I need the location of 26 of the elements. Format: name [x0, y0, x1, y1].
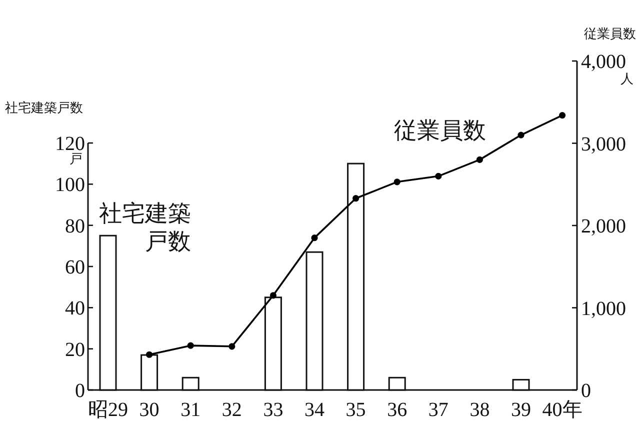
xtick: 35	[346, 399, 366, 421]
xtick: 36	[387, 399, 408, 421]
xtick: 38	[470, 399, 490, 421]
y2tick: 2,000	[581, 216, 626, 238]
y2tick: 3,000	[581, 133, 626, 156]
xtick: 39	[511, 399, 531, 421]
y2label: 従業員数	[584, 26, 636, 41]
ytick: 0	[75, 380, 85, 402]
ytick: 60	[65, 256, 85, 278]
xtick: 31	[180, 399, 201, 421]
xtick: 昭29	[88, 399, 128, 421]
ytick: 100	[55, 174, 85, 196]
xtick: 30	[139, 399, 160, 421]
ylabel: 社宅建築戸数	[5, 100, 83, 115]
ytick: 20	[65, 338, 85, 361]
y2tick: 0	[581, 380, 591, 402]
ytick: 80	[65, 215, 85, 238]
xtick: 40年	[542, 399, 582, 421]
annotation: 人	[620, 71, 634, 86]
ytick: 40	[65, 298, 85, 320]
xtick: 34	[304, 399, 324, 421]
y2tick: 1,000	[581, 298, 626, 320]
xtick: 33	[263, 399, 284, 421]
xtick: 32	[222, 399, 242, 421]
xtick: 37	[428, 399, 448, 421]
y2tick: 4,000	[581, 51, 626, 73]
